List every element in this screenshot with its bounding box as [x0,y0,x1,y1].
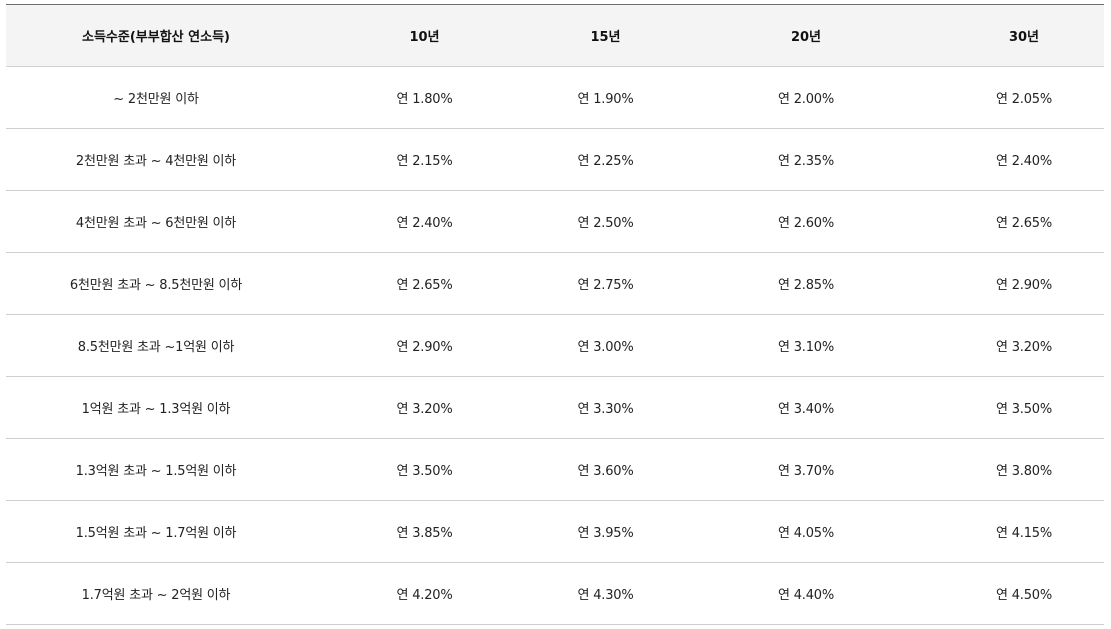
rate-cell-10y: 연 3.20% [306,376,543,439]
rate-cell-15y: 연 1.90% [543,66,668,129]
interest-rate-table: 소득수준(부부합산 연소득) 10년 15년 20년 30년 ~ 2천만원 이하… [6,4,1104,625]
rate-cell-15y: 연 4.30% [543,562,668,625]
rate-cell-20y: 연 4.40% [668,562,944,625]
rate-cell-15y: 연 3.30% [543,376,668,439]
table-body: ~ 2천만원 이하 연 1.80% 연 1.90% 연 2.00% 연 2.05… [6,66,1104,625]
rate-cell-10y: 연 4.20% [306,562,543,625]
rate-cell-30y: 연 2.40% [944,128,1104,191]
rate-cell-30y: 연 4.50% [944,562,1104,625]
rate-cell-15y: 연 2.75% [543,252,668,315]
rate-cell-10y: 연 3.50% [306,438,543,501]
table-row: 8.5천만원 초과 ~1억원 이하 연 2.90% 연 3.00% 연 3.10… [6,314,1104,377]
rate-cell-15y: 연 2.50% [543,190,668,253]
header-20-years: 20년 [668,4,944,67]
rate-cell-10y: 연 2.65% [306,252,543,315]
header-10-years: 10년 [306,4,543,67]
table-header: 소득수준(부부합산 연소득) 10년 15년 20년 30년 [6,4,1104,67]
income-cell: 1억원 초과 ~ 1.3억원 이하 [6,376,306,439]
rate-cell-30y: 연 3.50% [944,376,1104,439]
rate-cell-20y: 연 2.60% [668,190,944,253]
rate-cell-10y: 연 2.90% [306,314,543,377]
rate-cell-15y: 연 3.95% [543,500,668,563]
income-cell: 1.5억원 초과 ~ 1.7억원 이하 [6,500,306,563]
rate-cell-10y: 연 2.40% [306,190,543,253]
rate-cell-20y: 연 4.05% [668,500,944,563]
rate-cell-30y: 연 3.80% [944,438,1104,501]
table-row: 1억원 초과 ~ 1.3억원 이하 연 3.20% 연 3.30% 연 3.40… [6,376,1104,439]
rate-cell-30y: 연 4.15% [944,500,1104,563]
rate-cell-20y: 연 2.00% [668,66,944,129]
header-income-level: 소득수준(부부합산 연소득) [6,4,306,67]
income-cell: 1.3억원 초과 ~ 1.5억원 이하 [6,438,306,501]
rate-cell-20y: 연 2.85% [668,252,944,315]
table-row: 1.5억원 초과 ~ 1.7억원 이하 연 3.85% 연 3.95% 연 4.… [6,500,1104,563]
rate-cell-30y: 연 3.20% [944,314,1104,377]
rate-cell-10y: 연 3.85% [306,500,543,563]
rate-cell-20y: 연 3.40% [668,376,944,439]
income-cell: ~ 2천만원 이하 [6,66,306,129]
rate-cell-30y: 연 2.05% [944,66,1104,129]
rate-table-container: 소득수준(부부합산 연소득) 10년 15년 20년 30년 ~ 2천만원 이하… [6,4,1104,625]
table-row: 2천만원 초과 ~ 4천만원 이하 연 2.15% 연 2.25% 연 2.35… [6,128,1104,191]
rate-cell-20y: 연 3.70% [668,438,944,501]
rate-cell-20y: 연 3.10% [668,314,944,377]
income-cell: 4천만원 초과 ~ 6천만원 이하 [6,190,306,253]
rate-cell-30y: 연 2.65% [944,190,1104,253]
table-row: 1.3억원 초과 ~ 1.5억원 이하 연 3.50% 연 3.60% 연 3.… [6,438,1104,501]
table-row: 4천만원 초과 ~ 6천만원 이하 연 2.40% 연 2.50% 연 2.60… [6,190,1104,253]
table-row: ~ 2천만원 이하 연 1.80% 연 1.90% 연 2.00% 연 2.05… [6,66,1104,129]
table-row: 6천만원 초과 ~ 8.5천만원 이하 연 2.65% 연 2.75% 연 2.… [6,252,1104,315]
rate-cell-20y: 연 2.35% [668,128,944,191]
rate-cell-30y: 연 2.90% [944,252,1104,315]
rate-cell-15y: 연 3.00% [543,314,668,377]
income-cell: 2천만원 초과 ~ 4천만원 이하 [6,128,306,191]
header-row: 소득수준(부부합산 연소득) 10년 15년 20년 30년 [6,4,1104,67]
header-15-years: 15년 [543,4,668,67]
table-row: 1.7억원 초과 ~ 2억원 이하 연 4.20% 연 4.30% 연 4.40… [6,562,1104,625]
income-cell: 8.5천만원 초과 ~1억원 이하 [6,314,306,377]
rate-cell-10y: 연 2.15% [306,128,543,191]
income-cell: 1.7억원 초과 ~ 2억원 이하 [6,562,306,625]
rate-cell-15y: 연 2.25% [543,128,668,191]
income-cell: 6천만원 초과 ~ 8.5천만원 이하 [6,252,306,315]
header-30-years: 30년 [944,4,1104,67]
rate-cell-10y: 연 1.80% [306,66,543,129]
rate-cell-15y: 연 3.60% [543,438,668,501]
